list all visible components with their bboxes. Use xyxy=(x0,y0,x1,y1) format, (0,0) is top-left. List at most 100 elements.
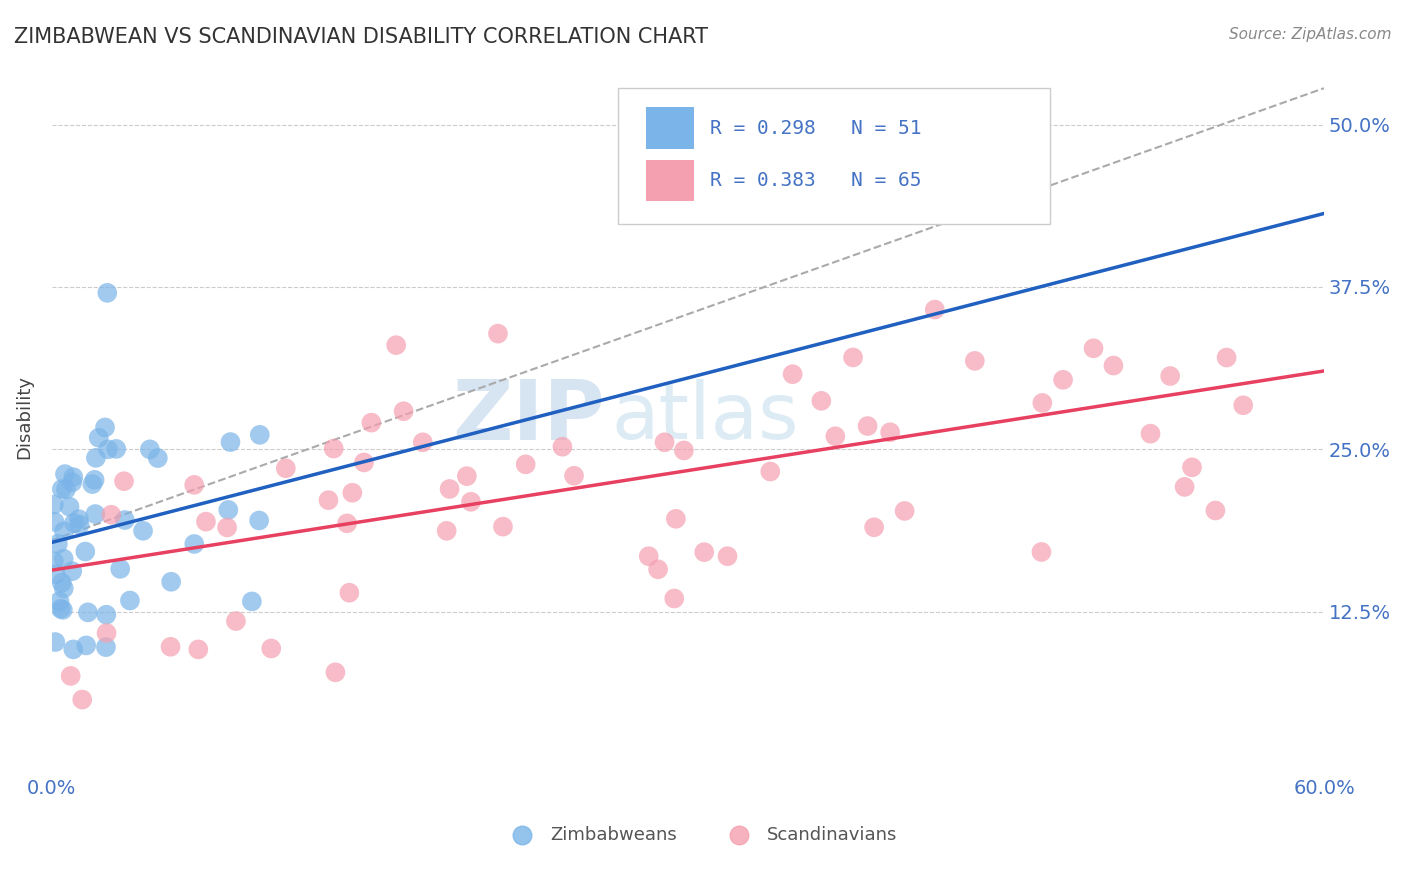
Point xyxy=(1031,545,1053,559)
Point xyxy=(893,504,915,518)
Point xyxy=(70,692,93,706)
Point xyxy=(486,326,509,341)
Point xyxy=(1181,460,1204,475)
Point xyxy=(879,425,901,440)
Point xyxy=(562,468,585,483)
Point xyxy=(63,516,86,530)
Point xyxy=(96,285,118,300)
Point xyxy=(654,435,676,450)
Y-axis label: Disability: Disability xyxy=(15,375,32,458)
Text: atlas: atlas xyxy=(612,379,799,455)
Point xyxy=(436,524,458,538)
Point xyxy=(336,516,359,531)
Point xyxy=(44,515,66,529)
Point xyxy=(52,524,75,539)
Point xyxy=(146,451,169,466)
Point xyxy=(139,442,162,457)
Point xyxy=(46,537,69,551)
FancyBboxPatch shape xyxy=(617,88,1050,224)
Point xyxy=(62,642,84,657)
Point xyxy=(1052,373,1074,387)
Point xyxy=(693,545,716,559)
Point xyxy=(260,641,283,656)
Point xyxy=(1031,396,1053,410)
Text: Source: ZipAtlas.com: Source: ZipAtlas.com xyxy=(1229,27,1392,42)
Point xyxy=(1159,369,1181,384)
Point xyxy=(360,416,382,430)
Point xyxy=(94,640,117,654)
Point xyxy=(105,442,128,456)
Point xyxy=(51,482,73,496)
Point xyxy=(337,585,360,599)
Point xyxy=(551,440,574,454)
Text: ZIP: ZIP xyxy=(453,376,605,458)
Point xyxy=(217,520,239,534)
Point xyxy=(77,606,100,620)
Point xyxy=(87,431,110,445)
Point xyxy=(808,203,831,218)
Point xyxy=(42,554,65,568)
Point xyxy=(55,483,77,497)
Point xyxy=(42,498,65,512)
Point xyxy=(322,442,344,456)
Point xyxy=(194,515,217,529)
Point xyxy=(460,495,482,509)
Point xyxy=(637,549,659,564)
Point xyxy=(1174,480,1197,494)
Point xyxy=(842,351,865,365)
Point xyxy=(44,635,66,649)
Point xyxy=(863,520,886,534)
Point xyxy=(647,562,669,576)
Point xyxy=(665,512,688,526)
Text: R = 0.298   N = 51: R = 0.298 N = 51 xyxy=(710,119,921,137)
Point xyxy=(353,455,375,469)
Point xyxy=(60,564,83,578)
Point xyxy=(84,450,107,465)
Point xyxy=(810,393,832,408)
Point xyxy=(114,513,136,527)
Point xyxy=(392,404,415,418)
Point xyxy=(1185,877,1208,891)
Point xyxy=(824,429,846,443)
Point xyxy=(60,475,83,490)
Point xyxy=(1139,426,1161,441)
Point xyxy=(412,435,434,450)
Point xyxy=(49,601,72,615)
Point xyxy=(318,493,340,508)
Point xyxy=(217,503,239,517)
Point xyxy=(108,562,131,576)
Point xyxy=(249,427,271,442)
Bar xyxy=(645,160,695,201)
Text: ZIMBABWEAN VS SCANDINAVIAN DISABILITY CORRELATION CHART: ZIMBABWEAN VS SCANDINAVIAN DISABILITY CO… xyxy=(14,27,709,46)
Point xyxy=(1204,503,1226,517)
Point xyxy=(225,614,247,628)
Text: R = 0.383   N = 65: R = 0.383 N = 65 xyxy=(710,171,921,190)
Point xyxy=(716,549,738,564)
Point xyxy=(515,458,537,472)
Point xyxy=(456,469,478,483)
Point xyxy=(672,443,695,458)
Point xyxy=(112,474,135,488)
Point xyxy=(1083,341,1105,355)
Point xyxy=(759,465,782,479)
Point xyxy=(1215,351,1237,365)
Point xyxy=(385,338,408,352)
Point xyxy=(183,478,205,492)
Point xyxy=(100,508,122,522)
Point xyxy=(159,640,181,654)
Point xyxy=(183,537,205,551)
Point xyxy=(825,877,848,891)
Point xyxy=(59,669,82,683)
Point xyxy=(1102,359,1125,373)
Point xyxy=(782,367,804,381)
Point xyxy=(924,302,946,317)
Point xyxy=(96,607,118,622)
Point xyxy=(439,482,461,496)
Point xyxy=(342,485,364,500)
Point xyxy=(62,470,84,484)
Point xyxy=(67,512,90,526)
Point xyxy=(51,575,73,590)
Point xyxy=(240,594,263,608)
Point xyxy=(75,544,97,558)
Point xyxy=(118,593,141,607)
